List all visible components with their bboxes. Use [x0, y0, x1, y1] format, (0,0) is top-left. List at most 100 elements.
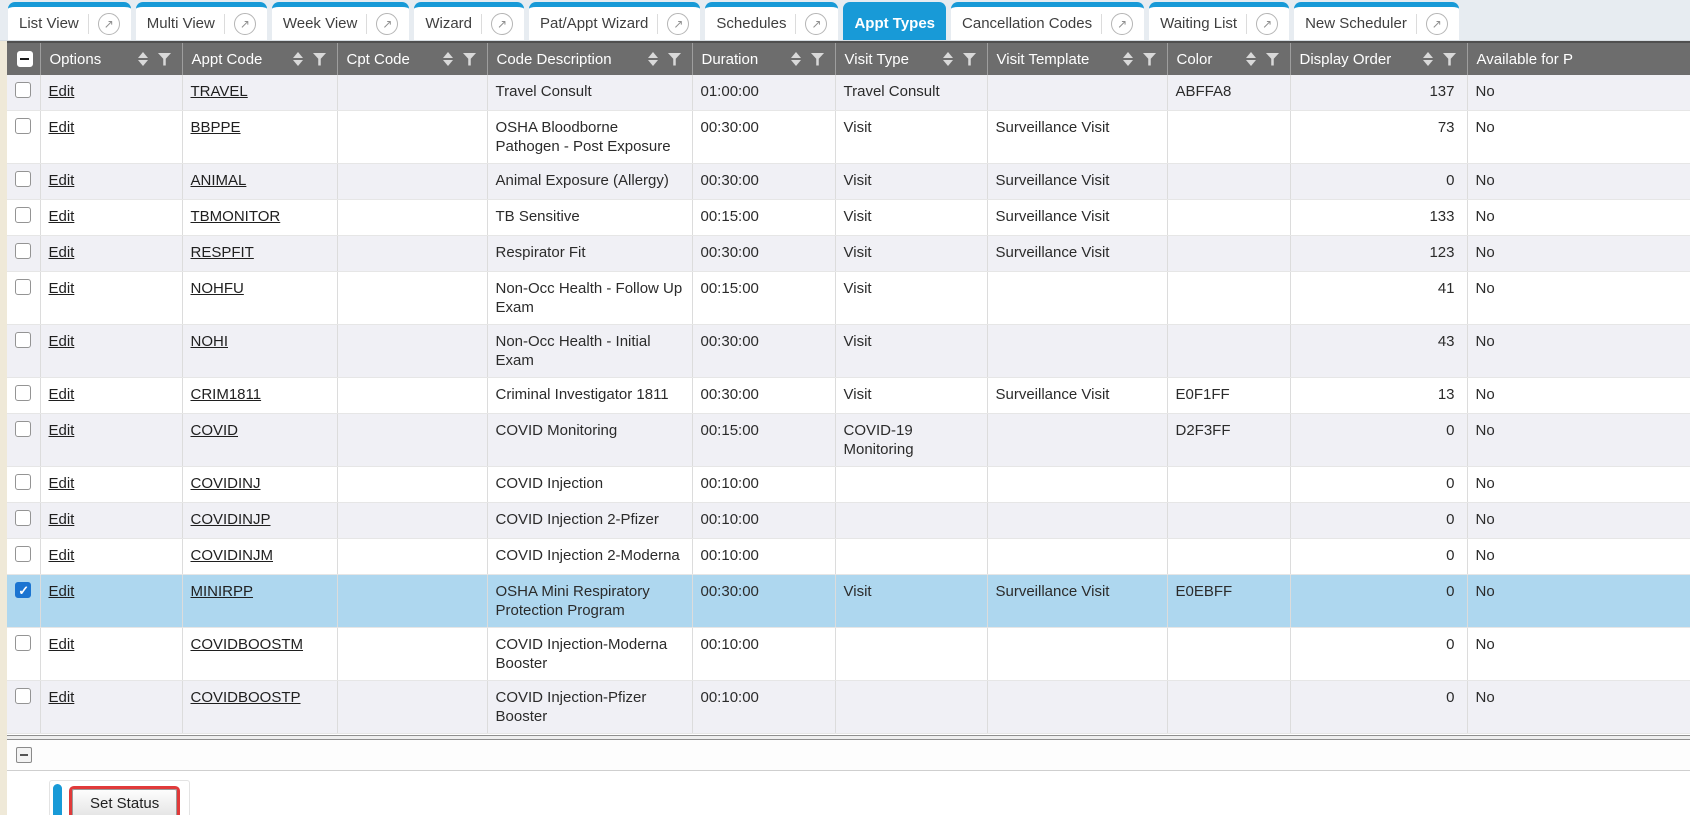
appt-code-link[interactable]: TRAVEL: [190, 83, 248, 100]
appt-code-link[interactable]: NOHFU: [190, 280, 244, 297]
sort-icon[interactable]: [1422, 52, 1433, 66]
tab-waiting-list[interactable]: Waiting List ↗: [1149, 2, 1290, 40]
row-select-cell: [7, 627, 41, 681]
tab-multi-view[interactable]: Multi View ↗: [135, 2, 267, 40]
edit-link[interactable]: Edit: [48, 172, 75, 189]
filter-funnel-icon[interactable]: [157, 52, 172, 66]
sort-icon[interactable]: [942, 52, 953, 66]
appt-code-link[interactable]: NOHI: [190, 333, 229, 350]
row-checkbox[interactable]: [15, 581, 32, 600]
column-header-visit-type[interactable]: Visit Type: [835, 42, 988, 75]
external-link-icon[interactable]: ↗: [1256, 12, 1279, 35]
appt-code-link[interactable]: COVIDINJ: [190, 475, 261, 492]
edit-link[interactable]: Edit: [48, 83, 75, 100]
sort-icon[interactable]: [1245, 52, 1256, 66]
column-header-cpt-code[interactable]: Cpt Code: [337, 42, 488, 75]
filter-funnel-icon[interactable]: [667, 52, 682, 66]
edit-link[interactable]: Edit: [48, 119, 75, 136]
row-checkbox[interactable]: [15, 546, 32, 562]
select-all-header[interactable]: [7, 42, 41, 75]
external-link-icon[interactable]: ↗: [97, 12, 120, 35]
row-checkbox[interactable]: [15, 243, 32, 259]
duration-cell: 00:30:00: [692, 377, 836, 414]
row-checkbox[interactable]: [15, 510, 32, 526]
sort-icon[interactable]: [292, 52, 303, 66]
filter-funnel-icon[interactable]: [1142, 52, 1157, 66]
row-checkbox[interactable]: [15, 421, 32, 437]
appt-code-link[interactable]: COVIDBOOSTP: [190, 689, 301, 706]
external-link-icon[interactable]: ↗: [667, 12, 690, 35]
tab-list-view[interactable]: List View ↗: [8, 2, 131, 40]
row-checkbox[interactable]: [15, 118, 32, 134]
row-checkbox[interactable]: [15, 82, 32, 98]
column-header-duration[interactable]: Duration: [692, 42, 836, 75]
column-header-color[interactable]: Color: [1167, 42, 1291, 75]
options-cell: Edit: [40, 324, 183, 378]
appt-code-link[interactable]: COVIDBOOSTM: [190, 636, 304, 653]
edit-link[interactable]: Edit: [48, 280, 75, 297]
tab-week-view[interactable]: Week View ↗: [271, 2, 410, 40]
row-checkbox[interactable]: [15, 688, 32, 704]
sort-icon[interactable]: [1122, 52, 1133, 66]
external-link-icon[interactable]: ↗: [376, 12, 399, 35]
edit-link[interactable]: Edit: [48, 689, 75, 706]
tab-wizard[interactable]: Wizard ↗: [414, 2, 525, 40]
sort-icon[interactable]: [442, 52, 453, 66]
row-checkbox[interactable]: [15, 474, 32, 490]
appt-code-link[interactable]: BBPPE: [190, 119, 241, 136]
external-link-icon[interactable]: ↗: [1425, 12, 1448, 35]
filter-funnel-icon[interactable]: [312, 52, 327, 66]
tab-schedules[interactable]: Schedules ↗: [705, 2, 839, 40]
row-checkbox[interactable]: [15, 385, 32, 401]
appt-code-link[interactable]: MINIRPP: [190, 583, 254, 600]
external-link-icon[interactable]: ↗: [233, 12, 256, 35]
edit-link[interactable]: Edit: [48, 422, 75, 439]
column-header-options[interactable]: Options: [40, 42, 183, 75]
edit-link[interactable]: Edit: [48, 583, 75, 600]
select-all-minus-icon[interactable]: [16, 51, 33, 67]
filter-funnel-icon[interactable]: [962, 52, 977, 66]
edit-link[interactable]: Edit: [48, 333, 75, 350]
filter-funnel-icon[interactable]: [810, 52, 825, 66]
collapse-icon[interactable]: [16, 747, 32, 763]
row-checkbox[interactable]: [15, 279, 32, 295]
row-checkbox[interactable]: [15, 635, 32, 651]
row-checkbox[interactable]: [15, 332, 32, 348]
sort-icon[interactable]: [137, 52, 148, 66]
appt-code-link[interactable]: COVID: [190, 422, 239, 439]
sort-icon[interactable]: [790, 52, 801, 66]
external-link-icon[interactable]: ↗: [805, 12, 828, 35]
edit-link[interactable]: Edit: [48, 547, 75, 564]
edit-link[interactable]: Edit: [48, 244, 75, 261]
tab-appt-types[interactable]: Appt Types ↗: [843, 2, 947, 40]
row-checkbox[interactable]: [15, 171, 32, 187]
appt-code-link[interactable]: CRIM1811: [190, 386, 262, 403]
appt-code-link[interactable]: RESPFIT: [190, 244, 254, 261]
column-header-display-order[interactable]: Display Order: [1290, 42, 1468, 75]
appt-code-link[interactable]: COVIDINJM: [190, 547, 274, 564]
edit-link[interactable]: Edit: [48, 208, 75, 225]
column-header-visit-template[interactable]: Visit Template: [987, 42, 1168, 75]
tab-cancellation-codes[interactable]: Cancellation Codes ↗: [951, 2, 1145, 40]
column-header-code-description[interactable]: Code Description: [487, 42, 693, 75]
edit-link[interactable]: Edit: [48, 475, 75, 492]
appt-code-link[interactable]: COVIDINJP: [190, 511, 271, 528]
set-status-button[interactable]: Set Status: [72, 788, 178, 815]
row-checkbox[interactable]: [15, 207, 32, 223]
edit-link[interactable]: Edit: [48, 636, 75, 653]
tab-new-scheduler[interactable]: New Scheduler ↗: [1294, 2, 1459, 40]
grid-splitter[interactable]: [7, 735, 1690, 740]
appt-code-link[interactable]: ANIMAL: [190, 172, 247, 189]
external-link-icon[interactable]: ↗: [1111, 12, 1134, 35]
column-header-available-for-p[interactable]: Available for P: [1467, 42, 1690, 75]
sort-icon[interactable]: [647, 52, 658, 66]
external-link-icon[interactable]: ↗: [491, 12, 514, 35]
filter-funnel-icon[interactable]: [1265, 52, 1280, 66]
filter-funnel-icon[interactable]: [462, 52, 477, 66]
appt-code-link[interactable]: TBMONITOR: [190, 208, 281, 225]
tab-pat-appt-wizard[interactable]: Pat/Appt Wizard ↗: [529, 2, 701, 40]
column-header-appt-code[interactable]: Appt Code: [182, 42, 338, 75]
edit-link[interactable]: Edit: [48, 511, 75, 528]
edit-link[interactable]: Edit: [48, 386, 75, 403]
filter-funnel-icon[interactable]: [1442, 52, 1457, 66]
